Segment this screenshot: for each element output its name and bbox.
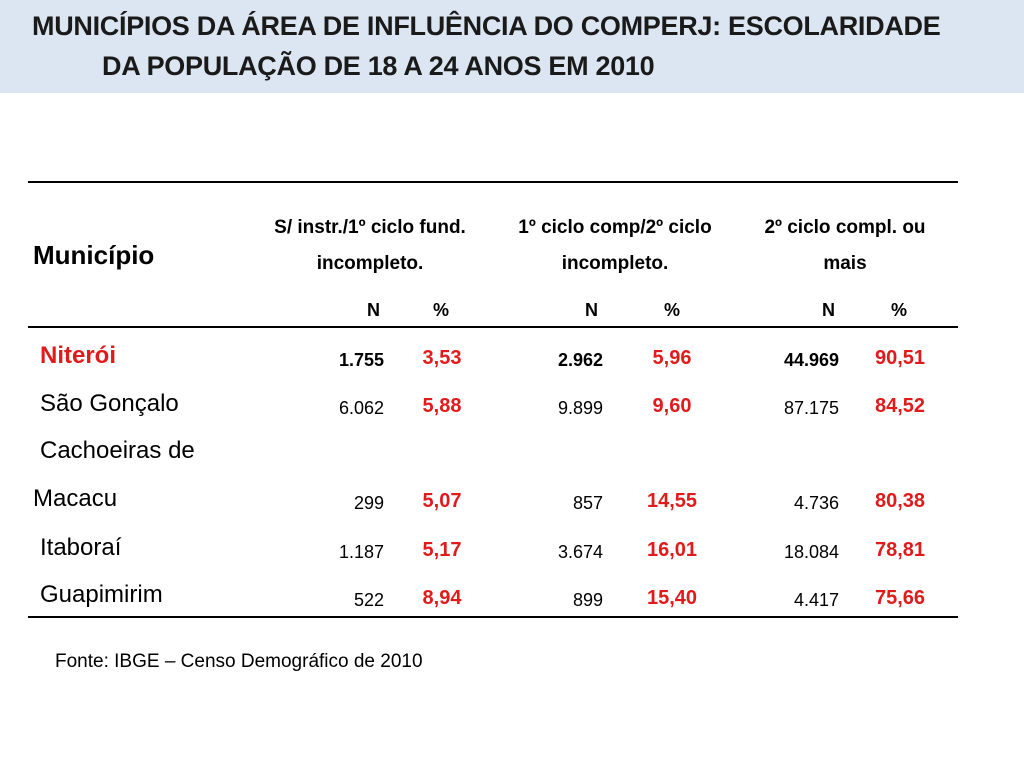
municipio-name: São Gonçalo bbox=[40, 390, 179, 417]
pct-value-3: 84,52 bbox=[874, 395, 926, 417]
group-header-2-line-2: incompleto. bbox=[561, 253, 669, 274]
pct-value-3: 75,66 bbox=[874, 587, 926, 609]
group-header-2-line-1: 1º ciclo comp/2º ciclo bbox=[518, 217, 712, 238]
municipio-name: Itaboraí bbox=[40, 534, 122, 561]
group-header-1-line-1: S/ instr./1º ciclo fund. bbox=[274, 217, 466, 238]
pct-value-1: 5,88 bbox=[422, 395, 462, 417]
pct-value-3: 78,81 bbox=[874, 539, 926, 561]
municipio-name: Guapimirim bbox=[40, 581, 163, 608]
pct-value-2: 9,60 bbox=[652, 395, 692, 417]
n-value-1: 1.755 bbox=[338, 350, 384, 370]
municipio-header: Município bbox=[33, 240, 155, 270]
group-header-1-line-2: incompleto. bbox=[316, 253, 424, 274]
n-value-3: 4.736 bbox=[793, 493, 839, 513]
table-bottom-rule bbox=[28, 616, 958, 618]
slide-title-line-1: MUNICÍPIOS DA ÁREA DE INFLUÊNCIA DO COMP… bbox=[32, 11, 941, 41]
pct-value-2: 14,55 bbox=[646, 490, 698, 512]
source-note: Fonte: IBGE – Censo Demográfico de 2010 bbox=[55, 651, 423, 672]
n-value-1: 1.187 bbox=[338, 542, 384, 562]
group-header-2: 1º ciclo comp/2º ciclo incompleto. bbox=[495, 210, 735, 282]
pct-value-1: 5,07 bbox=[422, 490, 462, 512]
n-value-1: 6.062 bbox=[338, 398, 384, 418]
n-value-3: 4.417 bbox=[793, 590, 839, 610]
table-top-rule bbox=[28, 181, 958, 183]
col-header-n-1: N bbox=[367, 300, 380, 320]
col-header-n-2: N bbox=[585, 300, 598, 320]
n-value-2: 857 bbox=[572, 493, 603, 513]
n-value-2: 2.962 bbox=[557, 350, 603, 370]
group-header-3-line-1: 2º ciclo compl. ou bbox=[764, 217, 926, 238]
n-value-1: 299 bbox=[353, 493, 384, 513]
table-header-rule bbox=[28, 326, 958, 328]
n-value-3: 18.084 bbox=[783, 542, 839, 562]
municipio-name: Niterói bbox=[40, 342, 117, 369]
pct-value-2: 16,01 bbox=[646, 539, 698, 561]
col-header-pct-3: % bbox=[891, 300, 908, 320]
municipio-name-line-2: Macacu bbox=[33, 485, 118, 512]
group-header-3: 2º ciclo compl. ou mais bbox=[735, 210, 955, 282]
col-header-n-3: N bbox=[822, 300, 835, 320]
slide-title-line-2: DA POPULAÇÃO DE 18 A 24 ANOS EM 2010 bbox=[102, 51, 655, 81]
group-header-1: S/ instr./1º ciclo fund. incompleto. bbox=[250, 210, 490, 282]
col-header-pct-2: % bbox=[664, 300, 681, 320]
n-value-1: 522 bbox=[353, 590, 384, 610]
pct-value-2: 5,96 bbox=[652, 347, 692, 369]
col-header-pct-1: % bbox=[433, 300, 450, 320]
pct-value-3: 90,51 bbox=[874, 347, 926, 369]
n-value-2: 3.674 bbox=[557, 542, 603, 562]
n-value-2: 899 bbox=[572, 590, 603, 610]
n-value-2: 9.899 bbox=[557, 398, 603, 418]
pct-value-1: 3,53 bbox=[422, 347, 462, 369]
pct-value-1: 5,17 bbox=[422, 539, 462, 561]
group-header-3-line-2: mais bbox=[823, 253, 867, 274]
n-value-3: 87.175 bbox=[783, 398, 839, 418]
municipio-name-line-1: Cachoeiras de bbox=[40, 437, 195, 464]
n-value-3: 44.969 bbox=[783, 350, 839, 370]
pct-value-1: 8,94 bbox=[422, 587, 462, 609]
title-band: MUNICÍPIOS DA ÁREA DE INFLUÊNCIA DO COMP… bbox=[0, 0, 1024, 93]
pct-value-2: 15,40 bbox=[646, 587, 698, 609]
pct-value-3: 80,38 bbox=[874, 490, 926, 512]
